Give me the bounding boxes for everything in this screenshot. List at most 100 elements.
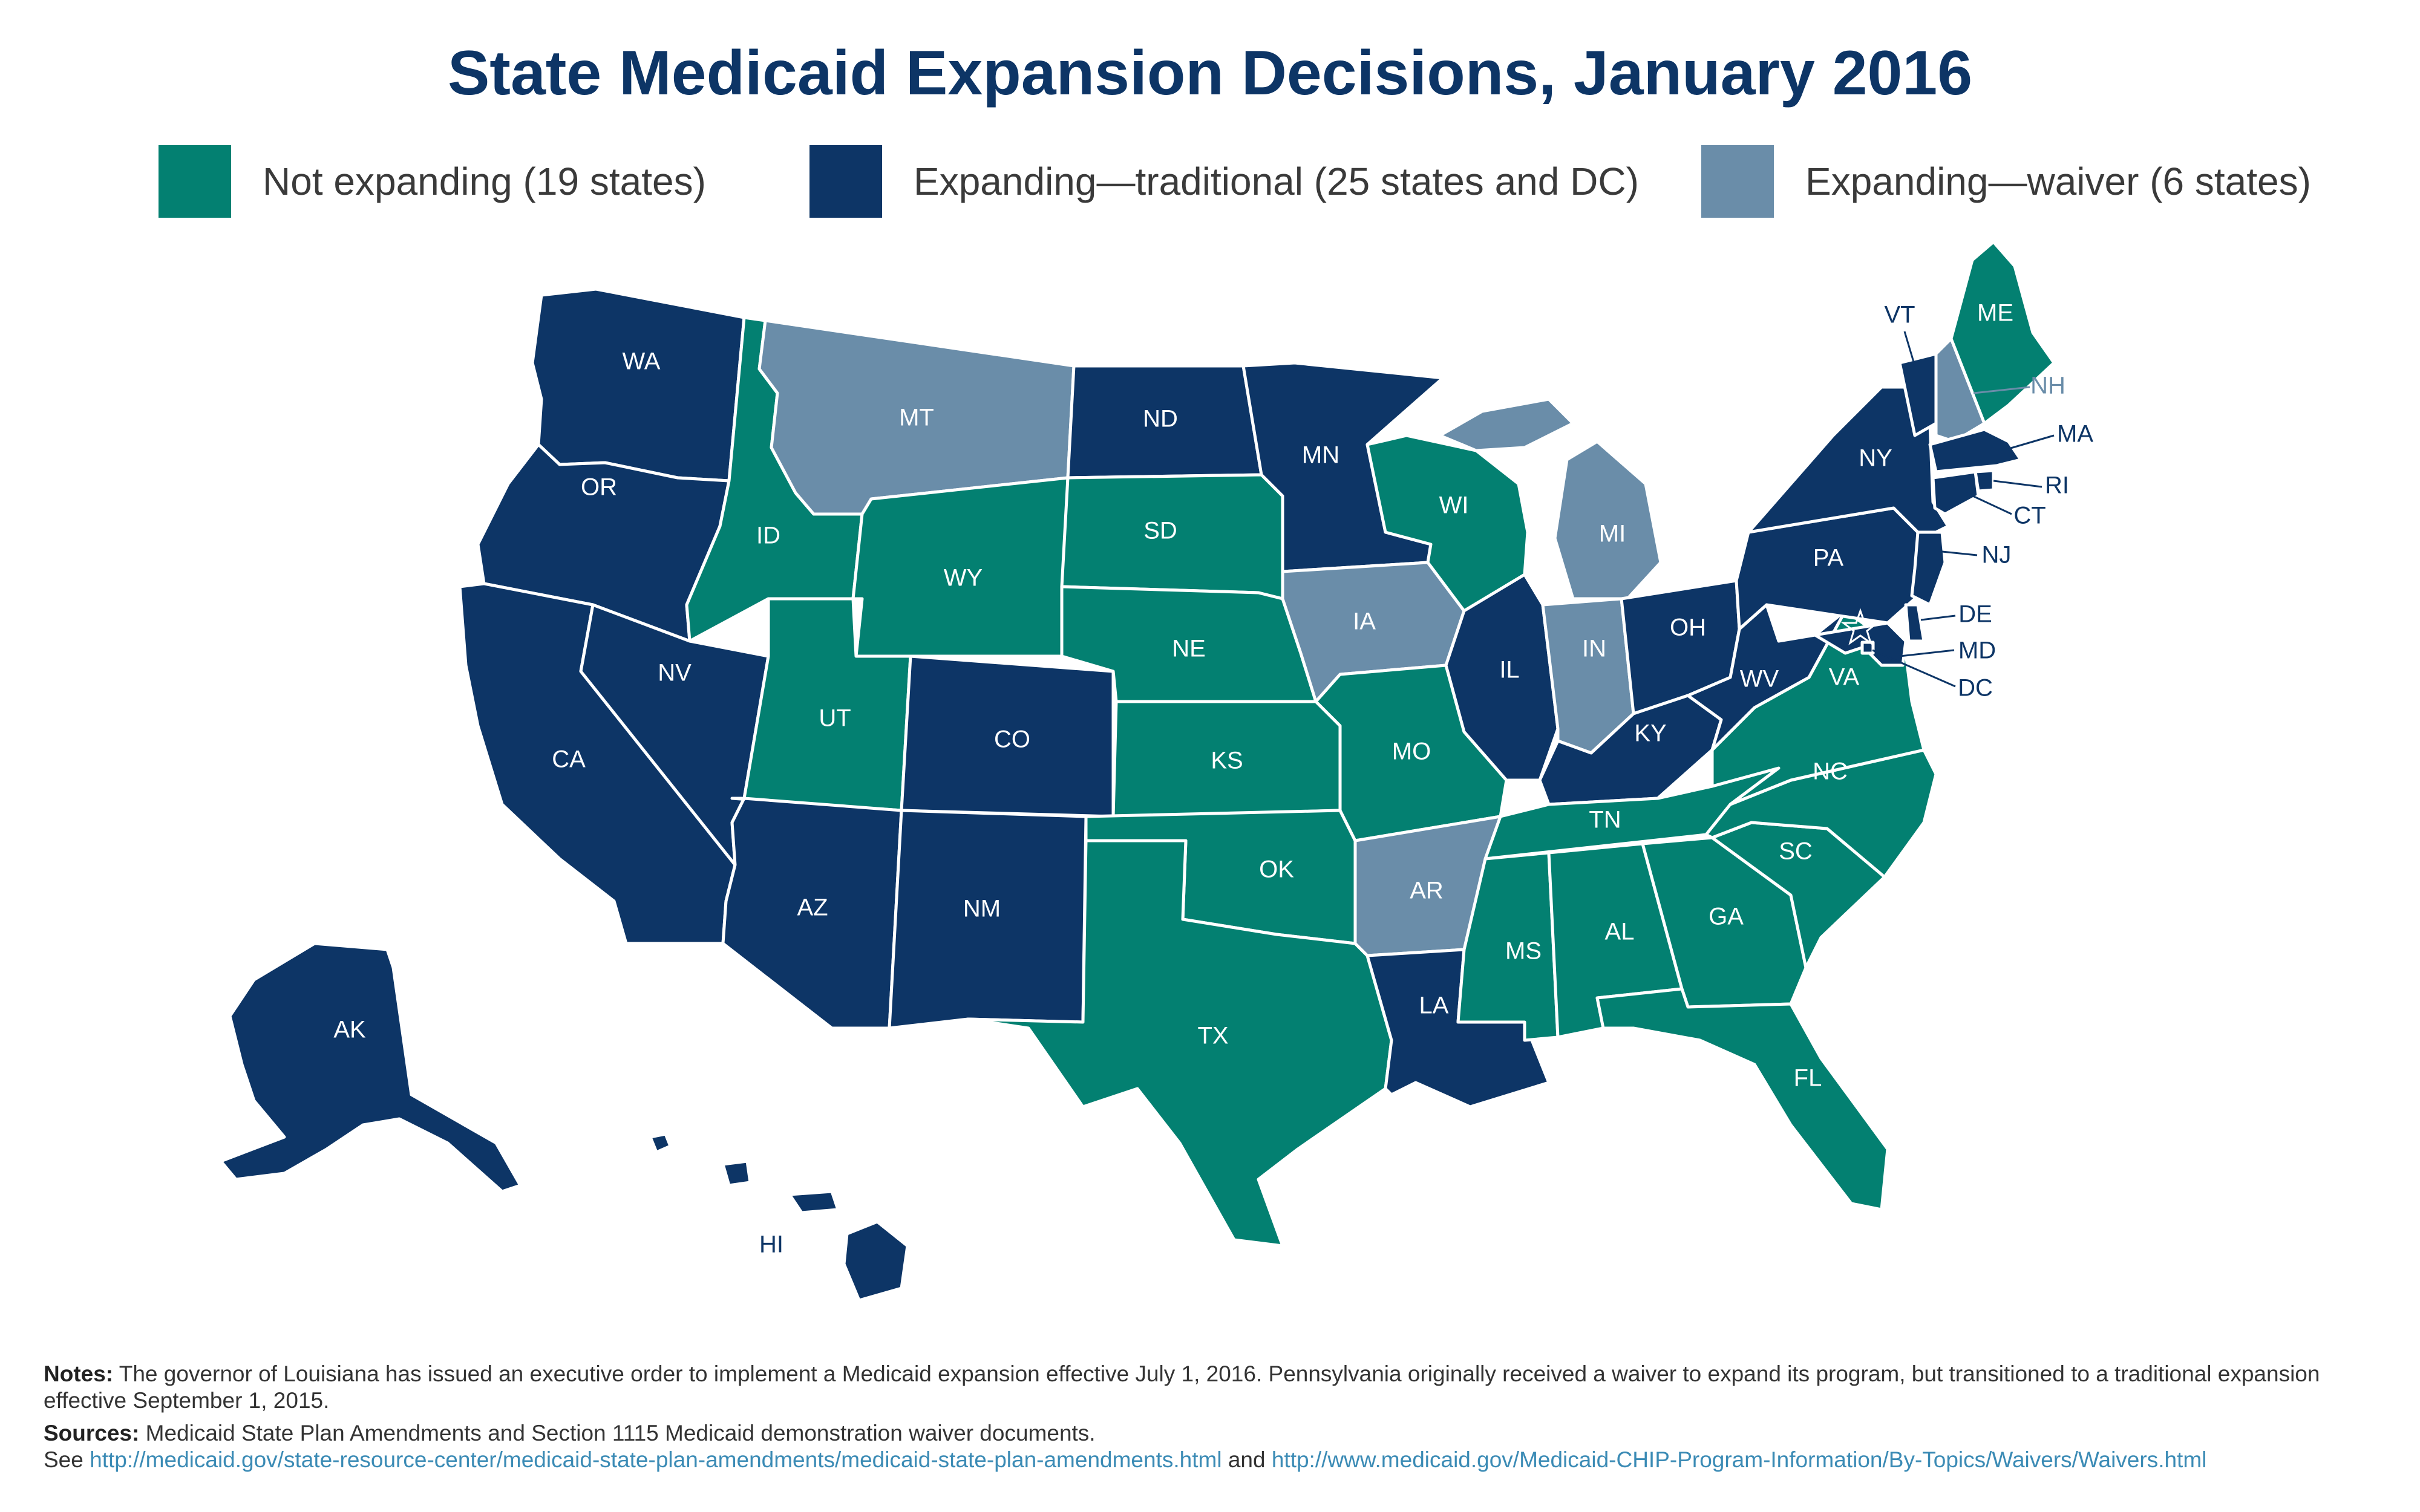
legend-item-waiver: Expanding—waiver (6 states) xyxy=(1701,145,2311,218)
label-DC: DC xyxy=(1958,675,1993,702)
label-ID: ID xyxy=(756,523,780,549)
label-PA: PA xyxy=(1813,545,1844,572)
label-MI: MI xyxy=(1599,521,1626,547)
label-NV: NV xyxy=(658,660,692,686)
state-TX[interactable] xyxy=(966,839,1393,1248)
state-MO[interactable] xyxy=(1314,663,1508,842)
callout-CT xyxy=(1966,492,2012,515)
label-WV: WV xyxy=(1740,666,1779,692)
label-AR: AR xyxy=(1410,878,1444,904)
callout-RI xyxy=(1993,480,2042,488)
label-MA: MA xyxy=(2057,421,2093,448)
label-IL: IL xyxy=(1499,657,1519,683)
label-NY: NY xyxy=(1859,445,1892,472)
label-TN: TN xyxy=(1589,807,1621,833)
label-OH: OH xyxy=(1670,614,1706,641)
label-CO: CO xyxy=(994,726,1030,753)
label-NH: NH xyxy=(2030,373,2065,399)
state-MI[interactable] xyxy=(1553,440,1663,601)
dc-star-icon xyxy=(1840,608,1880,645)
label-HI: HI xyxy=(759,1231,783,1258)
legend: Not expanding (19 states) Expanding—trad… xyxy=(0,145,2420,224)
label-WA: WA xyxy=(623,348,661,375)
notes-label: Notes: xyxy=(44,1361,114,1386)
and-label: and xyxy=(1228,1447,1266,1472)
state-DE[interactable] xyxy=(1904,603,1926,643)
state-WA[interactable] xyxy=(531,287,746,483)
label-NE: NE xyxy=(1172,636,1206,662)
sources-text: Medicaid State Plan Amendments and Secti… xyxy=(145,1421,1096,1445)
state-HI-kauai[interactable] xyxy=(649,1132,672,1154)
callout-NJ xyxy=(1941,550,1978,556)
source-link-waivers[interactable]: http://www.medicaid.gov/Medicaid-CHIP-Pr… xyxy=(1271,1447,2207,1472)
label-VT: VT xyxy=(1884,302,1915,328)
legend-swatch-traditional xyxy=(809,145,882,218)
label-AL: AL xyxy=(1605,919,1635,945)
label-IA: IA xyxy=(1353,608,1376,635)
state-NJ[interactable] xyxy=(1910,530,1947,607)
label-KY: KY xyxy=(1634,720,1666,747)
label-MN: MN xyxy=(1302,442,1339,469)
label-MS: MS xyxy=(1505,938,1542,965)
label-MT: MT xyxy=(899,405,934,431)
state-FL[interactable] xyxy=(1595,987,1889,1211)
sources-paragraph: Sources: Medicaid State Plan Amendments … xyxy=(44,1420,2379,1473)
callout-DC xyxy=(1872,649,1956,688)
callout-MD xyxy=(1899,649,1955,657)
legend-swatch-waiver xyxy=(1701,145,1774,218)
legend-item-not-expanding: Not expanding (19 states) xyxy=(159,145,706,218)
label-CT: CT xyxy=(2013,503,2046,529)
legend-label-not-expanding: Not expanding (19 states) xyxy=(263,160,706,203)
label-NC: NC xyxy=(1813,758,1848,785)
label-NJ: NJ xyxy=(1982,542,2012,569)
label-ND: ND xyxy=(1143,406,1178,432)
state-MA[interactable] xyxy=(1928,428,2023,474)
source-link-state-plan[interactable]: http://medicaid.gov/state-resource-cente… xyxy=(90,1447,1222,1472)
legend-item-traditional: Expanding—traditional (25 states and DC) xyxy=(809,145,1639,218)
state-HI-maui[interactable] xyxy=(788,1190,840,1214)
label-DE: DE xyxy=(1958,601,1992,628)
notes-text: The governor of Louisiana has issued an … xyxy=(44,1361,2320,1413)
label-UT: UT xyxy=(819,705,851,732)
state-AK[interactable] xyxy=(219,942,522,1193)
callout-MA xyxy=(2008,434,2055,450)
label-WY: WY xyxy=(944,565,983,591)
label-KS: KS xyxy=(1211,748,1243,774)
map-title: State Medicaid Expansion Decisions, Janu… xyxy=(447,38,1973,108)
state-MI-upper[interactable] xyxy=(1438,397,1575,452)
label-SD: SD xyxy=(1143,518,1177,544)
label-AK: AK xyxy=(333,1017,366,1043)
label-AZ: AZ xyxy=(797,894,828,921)
label-OK: OK xyxy=(1259,856,1294,883)
callout-DE xyxy=(1920,614,1956,621)
label-GA: GA xyxy=(1709,904,1744,930)
legend-label-traditional: Expanding—traditional (25 states and DC) xyxy=(914,160,1639,203)
label-WI: WI xyxy=(1439,492,1469,519)
label-MO: MO xyxy=(1392,738,1431,765)
label-OR: OR xyxy=(581,474,617,501)
state-WV[interactable] xyxy=(1686,603,1847,752)
label-VA: VA xyxy=(1829,664,1860,691)
label-ME: ME xyxy=(1977,300,2013,327)
notes-paragraph: Notes: The governor of Louisiana has iss… xyxy=(44,1361,2379,1414)
state-HI-big-island[interactable] xyxy=(842,1220,909,1302)
state-CT[interactable] xyxy=(1931,470,1980,516)
label-FL: FL xyxy=(1794,1065,1822,1092)
label-NM: NM xyxy=(963,896,1001,922)
state-ME[interactable] xyxy=(1949,240,2056,425)
label-SC: SC xyxy=(1779,838,1813,865)
notes-section: Notes: The governor of Louisiana has iss… xyxy=(44,1361,2379,1473)
label-CA: CA xyxy=(552,746,586,773)
legend-label-waiver: Expanding—waiver (6 states) xyxy=(1805,160,2311,203)
us-map: WA OR CA NV ID MT WY UT AZ CO NM ND SD N… xyxy=(219,240,2094,1302)
sources-label: Sources: xyxy=(44,1421,140,1445)
label-TX: TX xyxy=(1197,1023,1228,1049)
state-HI-oahu[interactable] xyxy=(721,1159,752,1187)
see-label: See xyxy=(44,1447,83,1472)
legend-swatch-not-expanding xyxy=(159,145,231,218)
state-NY[interactable] xyxy=(1747,385,1950,534)
callout-NH xyxy=(1973,386,2030,394)
label-IN: IN xyxy=(1582,636,1606,662)
label-LA: LA xyxy=(1419,992,1449,1019)
callout-VT xyxy=(1903,331,1916,367)
